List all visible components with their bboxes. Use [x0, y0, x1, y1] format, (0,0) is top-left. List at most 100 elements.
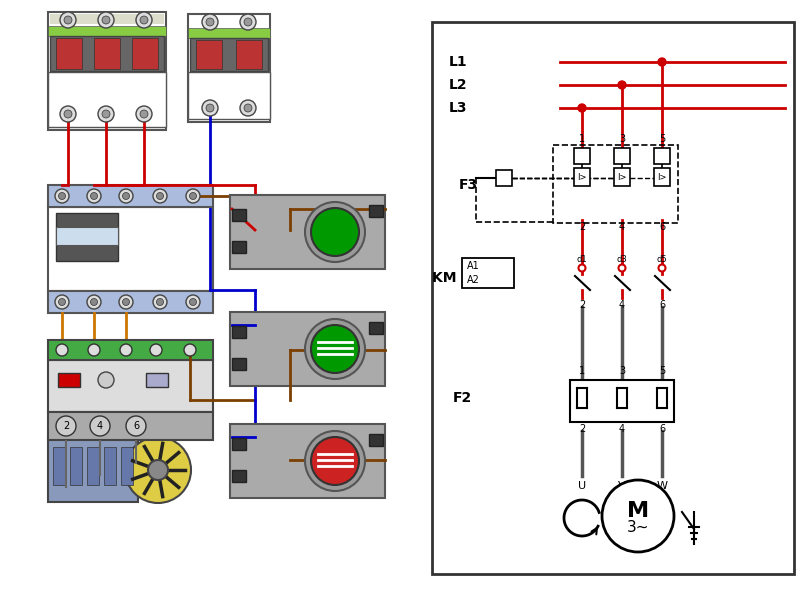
Bar — [496, 170, 512, 186]
Circle shape — [56, 344, 68, 356]
Circle shape — [190, 299, 196, 306]
Bar — [462, 258, 514, 288]
Text: 3: 3 — [619, 366, 625, 376]
Circle shape — [98, 106, 114, 122]
Text: I>: I> — [618, 172, 626, 182]
Bar — [570, 380, 674, 422]
Circle shape — [305, 431, 365, 491]
Bar — [574, 148, 590, 164]
Bar — [196, 40, 222, 69]
Text: 6: 6 — [659, 222, 665, 232]
Circle shape — [153, 295, 167, 309]
Bar — [56, 227, 118, 245]
Text: 2: 2 — [62, 421, 69, 431]
Bar — [58, 373, 80, 387]
Circle shape — [244, 104, 252, 112]
Bar — [48, 291, 213, 313]
Circle shape — [311, 325, 359, 373]
Text: X: X — [235, 471, 242, 480]
Bar — [232, 326, 246, 338]
Bar — [56, 213, 118, 261]
Bar — [48, 437, 138, 502]
Text: 1: 1 — [579, 134, 585, 144]
Text: I>: I> — [658, 172, 666, 182]
Circle shape — [136, 12, 152, 28]
Text: 2: 2 — [579, 424, 585, 434]
Circle shape — [202, 14, 218, 30]
Bar — [48, 26, 166, 36]
Text: F3: F3 — [458, 178, 477, 192]
Circle shape — [91, 299, 98, 306]
Text: 5: 5 — [659, 134, 665, 144]
Circle shape — [120, 344, 132, 356]
Text: d5: d5 — [657, 255, 667, 264]
Text: 4: 4 — [619, 300, 625, 310]
Bar — [432, 22, 794, 574]
Bar — [56, 38, 82, 69]
Circle shape — [64, 16, 72, 24]
Text: 4: 4 — [619, 424, 625, 434]
Bar — [53, 447, 65, 485]
Text: 6: 6 — [659, 300, 665, 310]
Circle shape — [98, 372, 114, 388]
Bar — [236, 40, 262, 69]
Circle shape — [123, 299, 130, 306]
Circle shape — [305, 202, 365, 262]
Bar — [48, 185, 213, 207]
Text: X: X — [372, 435, 379, 444]
Circle shape — [55, 189, 69, 203]
Circle shape — [156, 299, 163, 306]
Circle shape — [123, 192, 130, 199]
Circle shape — [578, 264, 586, 271]
Bar — [654, 148, 670, 164]
Bar — [369, 434, 383, 446]
Circle shape — [602, 480, 674, 552]
Text: M: M — [627, 501, 649, 521]
Text: X: X — [235, 359, 242, 369]
Bar — [132, 38, 158, 69]
Text: X: X — [372, 206, 379, 215]
Bar — [369, 205, 383, 217]
Text: W: W — [657, 481, 667, 491]
Circle shape — [305, 319, 365, 379]
Bar — [574, 168, 590, 186]
Bar — [232, 209, 246, 221]
Bar — [230, 424, 385, 498]
Text: L1: L1 — [449, 55, 467, 69]
Circle shape — [148, 460, 168, 480]
Bar — [50, 14, 164, 24]
Circle shape — [102, 110, 110, 118]
Bar — [188, 72, 270, 119]
Circle shape — [119, 189, 133, 203]
Text: X: X — [372, 323, 379, 333]
Circle shape — [206, 104, 214, 112]
Text: X: X — [235, 211, 242, 219]
Bar — [70, 447, 82, 485]
Text: 6: 6 — [659, 424, 665, 434]
Text: 2: 2 — [579, 222, 585, 232]
Bar — [232, 358, 246, 370]
Text: I>: I> — [578, 172, 587, 182]
Text: d1: d1 — [577, 255, 587, 264]
Circle shape — [58, 192, 66, 199]
Circle shape — [311, 208, 359, 256]
Text: X: X — [235, 440, 242, 448]
Text: 3: 3 — [619, 134, 625, 144]
Circle shape — [311, 437, 359, 485]
Circle shape — [184, 344, 196, 356]
Bar — [121, 447, 133, 485]
Circle shape — [190, 192, 196, 199]
Circle shape — [87, 295, 101, 309]
Circle shape — [136, 106, 152, 122]
Circle shape — [102, 16, 110, 24]
Circle shape — [119, 295, 133, 309]
Text: L2: L2 — [449, 78, 467, 92]
Text: 5: 5 — [659, 366, 665, 376]
Circle shape — [618, 81, 626, 89]
Circle shape — [88, 344, 100, 356]
Circle shape — [140, 16, 148, 24]
Text: X: X — [235, 242, 242, 251]
Circle shape — [64, 110, 72, 118]
Circle shape — [658, 264, 666, 271]
Circle shape — [240, 100, 256, 116]
